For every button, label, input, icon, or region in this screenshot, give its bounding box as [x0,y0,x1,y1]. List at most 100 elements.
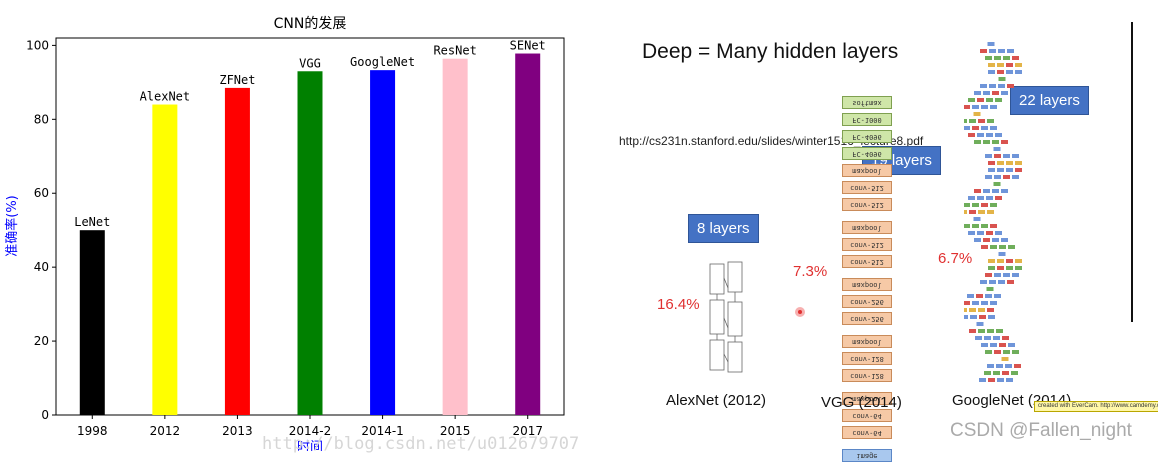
googlenet-layer-block [977,98,984,102]
camdemy-watermark: created with EverCam. http://www.camdemy… [1034,401,1158,412]
googlenet-layer-block [972,126,979,130]
googlenet-layer-block [973,112,981,116]
googlenet-layer-block [976,322,984,326]
googlenet-layer-block [988,63,995,67]
x-tick-label: 2014-1 [361,424,404,438]
googlenet-layer-block [978,210,985,214]
bar [297,71,323,415]
googlenet-layer-block [978,308,985,312]
googlenet-layer-block [983,189,990,193]
googlenet-layer-block [984,336,991,340]
googlenet-layer-block [1006,161,1013,165]
googlenet-layer-block [983,238,990,242]
y-tick-label: 40 [34,260,49,274]
googlenet-layer-block [997,161,1004,165]
googlenet-layer-block [995,231,1002,235]
googlenet-layer-block [1014,364,1021,368]
googlenet-layer-block [986,196,993,200]
x-tick-label: 2013 [222,424,253,438]
vgg-layer: FC-4096 [842,130,892,143]
googlenet-layer-block [1012,56,1019,60]
source-url: http://cs231n.stanford.edu/slides/winter… [619,134,924,148]
googlenet-layer-block [964,126,970,130]
googlenet-layer-block [987,210,994,214]
googlenet-layer-block [972,203,979,207]
googlenet-layer-block [974,238,981,242]
googlenet-layer-block [985,350,992,354]
googlenet-layer-block [987,364,994,368]
googlenet-layer-block [1015,161,1022,165]
googlenet-layer-block [981,301,988,305]
googlenet-layer-block [1006,63,1013,67]
googlenet-layer-block [1001,91,1008,95]
googlenet-layer-block [1002,336,1009,340]
googlenet-layer-block [993,336,1000,340]
vgg-caption: VGG (2014) [821,394,902,411]
googlenet-layer-block [969,308,976,312]
googlenet-error: 6.7% [938,250,973,267]
googlenet-layer-block [970,315,977,319]
googlenet-layer-block [988,168,995,172]
googlenet-diagram [964,42,1022,382]
googlenet-layer-block [1003,273,1010,277]
googlenet-layer-block [988,70,995,74]
googlenet-layer-block [999,343,1006,347]
vgg-layer: maxpool [842,335,892,348]
googlenet-layer-block [1003,350,1010,354]
bar-label: LeNet [74,215,110,229]
googlenet-layer-block [968,133,975,137]
googlenet-layer-block [988,266,995,270]
y-axis-label: 准确率(%) [4,195,20,257]
blog-watermark: http://blog.csdn.net/u012679707 [262,434,580,454]
googlenet-layer-block [974,189,981,193]
googlenet-layer-block [978,329,985,333]
googlenet-layer-block [986,231,993,235]
googlenet-layer-block [993,182,1001,186]
googlenet-layer-block [1001,238,1008,242]
googlenet-layer-block [968,196,975,200]
googlenet-layer-block [1001,189,1008,193]
vgg-layer: FC-1000 [842,113,892,126]
vgg-layer: conv-512 [842,238,892,251]
googlenet-layer-block [983,91,990,95]
googlenet-layer-block [995,196,1002,200]
googlenet-layer-block [987,329,994,333]
googlenet-layer-block [1008,343,1015,347]
googlenet-layer-block [1003,175,1010,179]
googlenet-layer-block [984,371,991,375]
googlenet-layer-block [1012,273,1019,277]
bar [370,70,396,415]
alexnet-layers-badge: 8 layers [688,214,759,243]
vgg-layer: conv-512 [842,255,892,268]
y-tick-label: 100 [26,38,49,52]
googlenet-layer-block [967,294,974,298]
googlenet-layer-block [995,98,1002,102]
googlenet-layer-block [964,315,968,319]
googlenet-layer-block [1007,84,1014,88]
bar-label: AlexNet [140,90,191,104]
vgg-layer: conv-512 [842,198,892,211]
vgg-layer: conv-256 [842,312,892,325]
googlenet-layer-block [1015,259,1022,263]
googlenet-layer-block [998,280,1005,284]
googlenet-layer-block [977,196,984,200]
googlenet-layer-block [1006,378,1013,382]
googlenet-layer-block [980,84,987,88]
googlenet-layer-block [990,343,997,347]
googlenet-layer-block [981,126,988,130]
vgg-layer: conv-512 [842,181,892,194]
vgg-layer: softmax [842,96,892,109]
googlenet-layer-block [1003,154,1010,158]
googlenet-layer-block [988,259,995,263]
googlenet-layer-block [964,210,967,214]
googlenet-layer-block [968,98,975,102]
googlenet-layer-block [969,119,976,123]
bar-label: GoogleNet [350,55,415,69]
bar-label: ZFNet [219,73,255,87]
googlenet-layer-block [969,329,976,333]
googlenet-layer-block [976,294,983,298]
googlenet-layer-block [1001,357,1009,361]
vgg-layer: conv-128 [842,352,892,365]
x-tick-label: 2017 [512,424,543,438]
googlenet-layer-block [987,308,994,312]
